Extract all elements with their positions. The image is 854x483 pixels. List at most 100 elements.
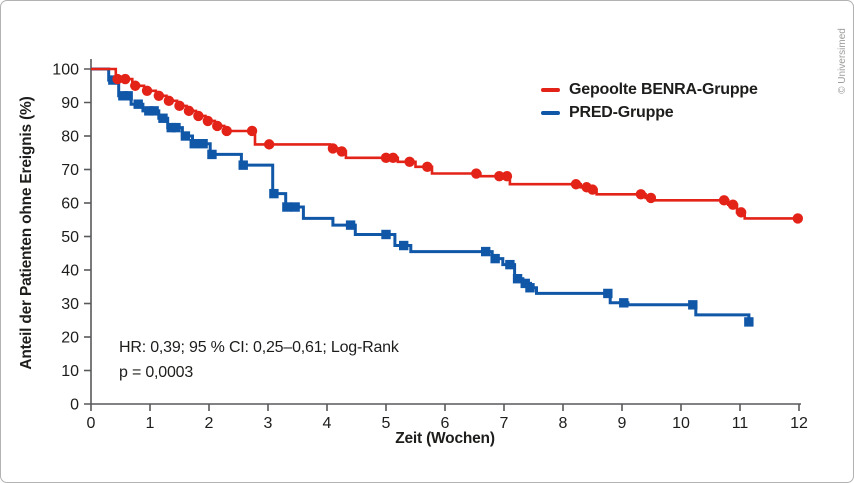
y-tick-label: 10 <box>61 363 79 380</box>
x-axis-title: Zeit (Wochen) <box>395 430 495 447</box>
x-tick-label: 11 <box>732 415 749 432</box>
pred-censor-square <box>619 298 629 308</box>
pred-censor-square <box>490 253 500 264</box>
pred-line-swatch <box>541 110 560 115</box>
benra-censor-dot <box>387 152 399 163</box>
benra-censor-dot <box>422 161 433 173</box>
benra-censor-dot <box>635 189 647 200</box>
y-tick-label: 50 <box>61 229 79 246</box>
legend-item-benra: Gepoolte BENRA-Gruppe <box>541 78 758 101</box>
x-tick-label: 2 <box>205 415 214 432</box>
benra-line-swatch <box>541 87 560 92</box>
legend-label-benra: Gepoolte BENRA-Gruppe <box>569 80 758 98</box>
benra-censor-dot <box>727 199 739 210</box>
pred-censor-square <box>171 122 181 133</box>
benra-censor-dot <box>327 143 339 154</box>
benra-censor-dot <box>153 90 165 102</box>
pred-censor-square <box>133 99 143 109</box>
benra-censor-dot <box>501 171 513 182</box>
y-axis-ticks: 0 10 20 30 40 50 60 70 80 90 100 <box>52 62 91 414</box>
benra-censor-dot <box>130 80 141 91</box>
benra-censor-dot <box>221 125 232 137</box>
y-tick-label: 90 <box>61 95 79 112</box>
benra-censor-dot <box>212 120 223 132</box>
x-tick-label: 5 <box>382 415 391 432</box>
pred-censor-square <box>118 91 128 101</box>
pred-censor-square <box>290 202 300 212</box>
benra-censor-dot <box>336 146 347 157</box>
pred-censor-square <box>144 106 154 116</box>
credit-vertical-text: © Universimed <box>837 28 848 94</box>
pred-censor-square <box>603 288 613 299</box>
x-tick-label: 12 <box>790 415 808 432</box>
x-tick-label: 8 <box>559 415 568 432</box>
legend-item-pred: PRED-Gruppe <box>541 101 758 124</box>
x-axis-ticks: 0 1 2 3 4 5 6 7 8 9 10 11 12 <box>87 404 808 432</box>
y-tick-label: 70 <box>61 162 79 179</box>
pred-censor-square <box>166 122 176 133</box>
y-tick-label: 60 <box>61 196 79 213</box>
pred-censor-square <box>481 246 491 257</box>
pred-censor-square <box>505 259 515 270</box>
x-tick-label: 1 <box>146 415 155 432</box>
x-tick-label: 6 <box>441 415 450 432</box>
benra-censor-dot <box>471 168 482 179</box>
pred-censor-square <box>381 229 391 240</box>
benra-censor-dot <box>404 156 415 167</box>
pred-censor-square <box>198 139 208 149</box>
stats-line-hr: HR: 0,39; 95 % CI: 0,25–0,61; Log-Rank <box>119 339 399 356</box>
benra-censor-dot <box>141 85 153 96</box>
benra-censor-dot <box>570 179 582 190</box>
stats-line-p: p = 0,0003 <box>119 364 194 381</box>
y-tick-label: 20 <box>61 330 79 347</box>
pred-censor-square <box>744 317 754 327</box>
pred-censor-square <box>158 113 168 123</box>
stats-annotation: HR: 0,39; 95 % CI: 0,25–0,61; Log-Rank p… <box>119 335 399 385</box>
benra-censor-dot <box>645 192 657 204</box>
benra-censor-dot <box>735 207 747 218</box>
benra-censor-dot <box>163 95 175 107</box>
pred-censor-square <box>525 283 535 293</box>
benra-censor-dot <box>587 184 598 195</box>
benra-censor-dot <box>202 115 214 127</box>
pred-censor-square <box>269 188 279 199</box>
x-tick-label: 9 <box>618 415 627 432</box>
benra-censor-dot <box>112 73 123 85</box>
benra-censor-dot <box>263 139 275 150</box>
x-tick-label: 4 <box>323 415 332 432</box>
x-tick-label: 7 <box>500 415 509 432</box>
pred-censor-marks <box>108 75 754 327</box>
benra-censor-dot <box>193 110 204 122</box>
x-tick-label: 10 <box>672 415 690 432</box>
pred-censor-square <box>123 91 133 101</box>
benra-censor-dot <box>792 213 804 224</box>
y-tick-label: 40 <box>61 263 79 280</box>
benra-censor-dot <box>183 105 195 117</box>
pred-censor-square <box>345 220 356 230</box>
benra-censor-dot <box>494 171 505 182</box>
pred-censor-square <box>512 274 523 284</box>
series-pred <box>91 67 754 327</box>
pred-censor-square <box>207 149 217 160</box>
y-tick-label: 80 <box>61 129 79 146</box>
pred-censor-square <box>399 240 409 251</box>
series-benra <box>91 67 804 224</box>
benra-censor-dot <box>246 125 258 137</box>
legend-label-pred: PRED-Gruppe <box>569 103 674 121</box>
pred-censor-square <box>189 139 199 149</box>
benra-censor-marks <box>112 73 804 224</box>
pred-censor-square <box>238 160 248 170</box>
benra-censor-dot <box>718 195 730 206</box>
y-tick-label: 100 <box>52 62 79 79</box>
pred-censor-square <box>520 278 530 289</box>
pred-censor-square <box>688 300 698 310</box>
pred-censor-square <box>282 202 292 212</box>
x-tick-label: 3 <box>264 415 273 432</box>
y-tick-label: 0 <box>70 397 79 414</box>
pred-censor-square <box>149 106 159 116</box>
x-tick-label: 0 <box>87 415 96 432</box>
y-tick-label: 30 <box>61 296 79 313</box>
benra-censor-dot <box>120 73 131 85</box>
